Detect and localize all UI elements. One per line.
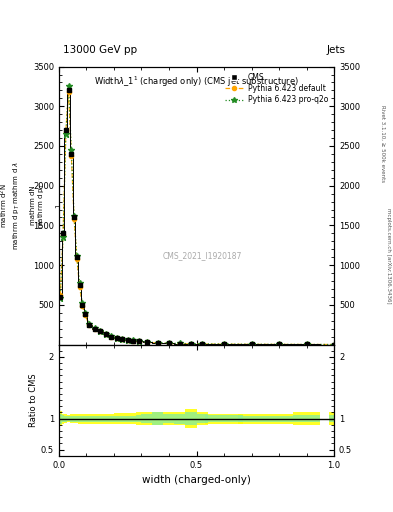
Text: CMS_2021_I1920187: CMS_2021_I1920187 bbox=[162, 251, 242, 260]
Bar bbox=[141, 413, 152, 425]
Bar bbox=[152, 413, 163, 425]
Bar bbox=[64, 416, 67, 422]
Bar bbox=[73, 414, 75, 423]
Bar bbox=[78, 416, 81, 422]
Bar bbox=[238, 416, 265, 422]
Bar bbox=[92, 416, 97, 422]
Bar bbox=[293, 415, 320, 422]
Bar bbox=[205, 414, 243, 423]
Bar bbox=[64, 414, 67, 423]
Text: 13000 GeV pp: 13000 GeV pp bbox=[63, 45, 137, 55]
Bar bbox=[70, 416, 73, 422]
Bar bbox=[238, 414, 265, 423]
Bar bbox=[130, 413, 136, 424]
Bar bbox=[185, 410, 196, 428]
Bar bbox=[70, 414, 73, 423]
Bar bbox=[141, 414, 152, 423]
Bar bbox=[196, 414, 208, 423]
Bar bbox=[75, 414, 78, 423]
Bar bbox=[114, 413, 119, 424]
Bar bbox=[97, 414, 103, 423]
Bar bbox=[329, 413, 340, 425]
Bar bbox=[136, 415, 141, 422]
Bar bbox=[329, 415, 340, 422]
Bar bbox=[163, 413, 174, 425]
Text: mcplots.cern.ch [arXiv:1306.3436]: mcplots.cern.ch [arXiv:1306.3436] bbox=[386, 208, 391, 304]
Bar bbox=[119, 416, 125, 422]
Bar bbox=[81, 414, 84, 423]
Bar bbox=[78, 414, 81, 423]
Bar bbox=[205, 415, 243, 422]
Bar bbox=[62, 414, 64, 423]
Bar bbox=[103, 416, 108, 422]
Bar bbox=[97, 416, 103, 422]
Text: Width$\lambda\_1^1$ (charged only) (CMS jet substructure): Width$\lambda\_1^1$ (charged only) (CMS … bbox=[94, 75, 299, 89]
Bar bbox=[130, 416, 136, 422]
Bar bbox=[185, 413, 196, 425]
Bar bbox=[103, 414, 108, 423]
Bar bbox=[174, 413, 185, 425]
Bar bbox=[125, 413, 130, 424]
Bar bbox=[125, 416, 130, 422]
Bar bbox=[196, 413, 208, 425]
Bar bbox=[86, 416, 92, 422]
Bar bbox=[163, 414, 174, 423]
Bar bbox=[136, 413, 141, 425]
Bar bbox=[62, 415, 64, 422]
Bar bbox=[73, 416, 75, 422]
X-axis label: width (charged-only): width (charged-only) bbox=[142, 475, 251, 485]
Bar bbox=[84, 414, 86, 423]
Legend: CMS, Pythia 6.423 default, Pythia 6.423 pro-q2o: CMS, Pythia 6.423 default, Pythia 6.423 … bbox=[222, 70, 330, 106]
Bar bbox=[108, 416, 114, 422]
Text: Jets: Jets bbox=[327, 45, 346, 55]
Bar bbox=[265, 414, 293, 423]
Y-axis label: mathrm d$^2$N
mathrm d p$_T$ mathrm d $\lambda$

mathrm dN
mathrm d p$_T$

1: mathrm d$^2$N mathrm d p$_T$ mathrm d $\… bbox=[0, 161, 61, 250]
Bar bbox=[114, 416, 119, 422]
Bar bbox=[59, 411, 62, 426]
Bar bbox=[119, 413, 125, 424]
Bar bbox=[86, 414, 92, 423]
Bar bbox=[293, 413, 320, 425]
Bar bbox=[265, 416, 293, 422]
Bar bbox=[67, 416, 70, 421]
Bar bbox=[92, 414, 97, 423]
Bar bbox=[75, 416, 78, 422]
Bar bbox=[174, 414, 185, 423]
Bar bbox=[84, 416, 86, 422]
Bar bbox=[81, 416, 84, 422]
Bar bbox=[152, 413, 163, 425]
Y-axis label: Ratio to CMS: Ratio to CMS bbox=[29, 373, 38, 427]
Bar bbox=[59, 414, 62, 423]
Bar bbox=[67, 415, 70, 422]
Text: Rivet 3.1.10, ≥ 500k events: Rivet 3.1.10, ≥ 500k events bbox=[381, 105, 386, 182]
Bar bbox=[108, 414, 114, 423]
